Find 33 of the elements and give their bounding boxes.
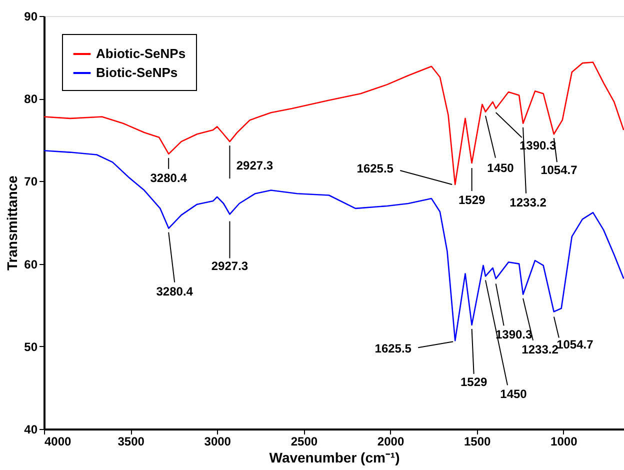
annotation: 3280.4 xyxy=(156,284,194,298)
annotation: 1625.5 xyxy=(356,162,394,176)
y-tick-label: 40 xyxy=(24,422,38,436)
annotation: 2927.3 xyxy=(236,158,274,173)
annotation: 2927.3 xyxy=(211,259,248,274)
annotation: 1054.7 xyxy=(540,163,578,178)
x-tick-label: 3000 xyxy=(204,434,232,448)
annotation: 1625.5 xyxy=(374,342,412,356)
legend-label: Abiotic-SeNPs xyxy=(96,46,186,61)
y-tick-label: 60 xyxy=(24,257,38,272)
annotation: 1233.2 xyxy=(510,195,547,210)
line-series xyxy=(44,62,624,186)
annotation: 1450 xyxy=(500,387,528,402)
annotation: 1233.2 xyxy=(522,342,559,356)
x-tick-label: 3500 xyxy=(118,434,145,448)
line-series xyxy=(44,150,624,342)
y-tick-label: 50 xyxy=(24,340,38,354)
y-axis-title: Transmittance xyxy=(4,175,20,270)
annotation: 1529 xyxy=(460,374,488,389)
x-tick-label: 2500 xyxy=(290,434,318,448)
annotation: 1054.7 xyxy=(556,338,594,352)
x-tick-label: 4000 xyxy=(44,434,72,448)
x-tick-label: 1500 xyxy=(464,434,492,448)
y-tick-label: 70 xyxy=(24,174,38,189)
x-tick-label: 2000 xyxy=(377,434,404,448)
annotation: 1529 xyxy=(458,193,486,208)
legend-label: Biotic-SeNPs xyxy=(96,65,178,80)
x-tick-label: 1000 xyxy=(550,434,578,448)
y-tick-label: 80 xyxy=(24,92,38,106)
annotation: 3280.4 xyxy=(150,170,188,185)
y-tick-label: 90 xyxy=(24,10,38,24)
x-axis-title: Wavenumber (cm⁻¹) xyxy=(269,450,400,466)
annotation: 1450 xyxy=(487,160,514,175)
